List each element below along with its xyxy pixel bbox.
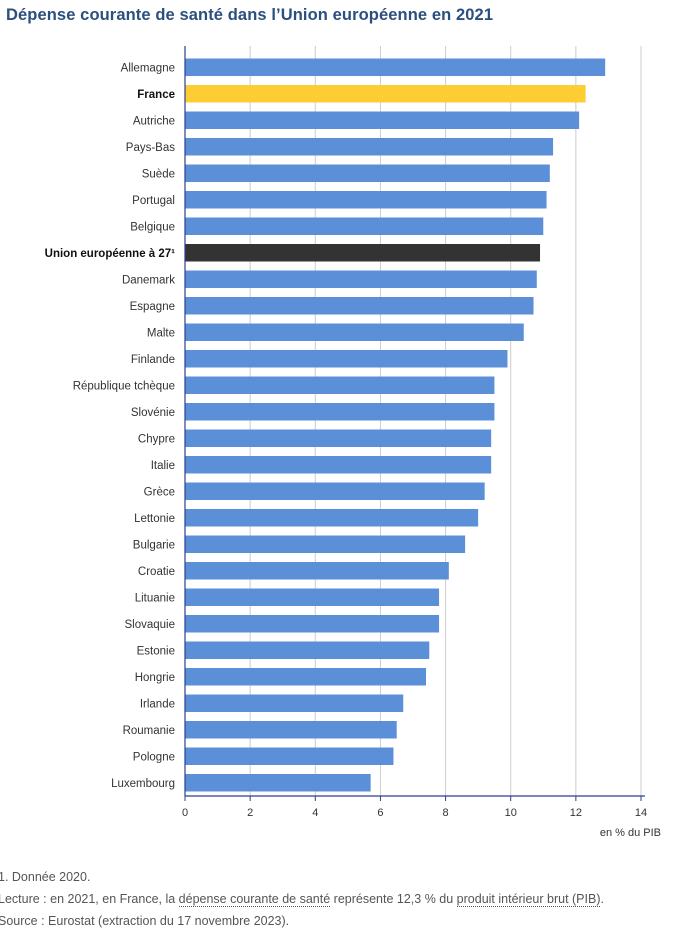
x-tick-label: 2 — [247, 807, 253, 819]
bar — [185, 482, 485, 500]
category-label: Autriche — [133, 115, 175, 127]
category-label: Lettonie — [134, 513, 175, 525]
bar — [185, 668, 427, 686]
reading-note: Lecture : en 2021, en France, la dépense… — [0, 888, 604, 910]
bar — [185, 456, 492, 474]
bar — [185, 774, 371, 792]
bar-chart: Allemagne France Autriche Pays-Bas Suède Port… — [45, 46, 661, 839]
bar — [185, 721, 397, 739]
category-label: Malte — [147, 327, 175, 339]
bar — [185, 694, 404, 712]
bar — [185, 509, 479, 527]
category-label: Estonie — [137, 645, 175, 657]
x-tick-label: 0 — [182, 807, 188, 819]
category-label: Italie — [151, 460, 175, 472]
category-label: Allemagne — [121, 62, 175, 74]
category-label: Danemark — [122, 274, 175, 286]
x-tick-label: 6 — [377, 807, 383, 819]
category-label: Suède — [142, 168, 175, 180]
category-label: Slovaquie — [124, 619, 175, 631]
footnote: 1. Donnée 2020. — [0, 870, 91, 884]
bar — [185, 138, 554, 156]
bar — [185, 297, 534, 315]
category-label: Union européenne à 27¹ — [45, 248, 176, 260]
bar — [185, 111, 580, 129]
category-label: Slovénie — [131, 407, 175, 419]
category-label: Irlande — [140, 698, 175, 710]
bar — [185, 562, 449, 580]
category-label: Espagne — [130, 301, 175, 313]
x-tick-label: 14 — [635, 807, 647, 819]
category-label: Finlande — [131, 354, 175, 366]
bar — [185, 244, 541, 262]
bar — [185, 350, 508, 368]
source-note: Source : Eurostat (extraction du 17 nove… — [0, 914, 290, 928]
bar — [185, 588, 440, 606]
bars — [185, 58, 606, 792]
category-label: Lituanie — [135, 592, 175, 604]
bar — [185, 747, 394, 765]
x-axis-label: en % du PIB — [600, 827, 661, 839]
axes: 0 2 4 6 8 10 12 14 — [182, 46, 647, 819]
chart-notes: 1. Donnée 2020. Lecture : en 2021, en Fr… — [0, 866, 604, 932]
bar — [185, 376, 495, 394]
reading-note-text: représente 12,3 % du — [330, 892, 457, 906]
x-tick-label: 4 — [312, 807, 318, 819]
reading-note-text: Lecture : en 2021, en France, la — [0, 892, 179, 906]
health-expenditure-link[interactable]: dépense courante de santé — [178, 892, 331, 907]
category-label: Grèce — [144, 486, 175, 498]
bar — [185, 217, 544, 235]
category-label: Bulgarie — [133, 539, 175, 551]
category-label: Chypre — [138, 433, 175, 445]
bar — [185, 403, 495, 421]
category-label: Portugal — [132, 195, 175, 207]
bar — [185, 641, 430, 659]
category-labels: Allemagne France Autriche Pays-Bas Suède Port… — [45, 62, 176, 790]
bar — [185, 270, 537, 288]
bar — [185, 429, 492, 447]
bar — [185, 191, 547, 209]
category-label: France — [137, 89, 175, 101]
category-label: Luxembourg — [111, 778, 175, 790]
x-tick-label: 8 — [443, 807, 449, 819]
gdp-link[interactable]: produit intérieur brut (PIB) — [456, 892, 601, 907]
category-label: Pologne — [133, 751, 175, 763]
category-label: Pays-Bas — [126, 142, 175, 154]
x-tick-label: 12 — [570, 807, 582, 819]
bar — [185, 615, 440, 633]
category-label: Hongrie — [135, 672, 175, 684]
category-label: République tchèque — [73, 380, 175, 392]
bar — [185, 85, 586, 103]
bar — [185, 535, 466, 553]
category-label: Croatie — [138, 566, 175, 578]
chart-title: Dépense courante de santé dans l’Union e… — [6, 6, 494, 24]
bar — [185, 323, 524, 341]
category-label: Belgique — [130, 221, 175, 233]
bar — [185, 58, 606, 76]
category-label: Roumanie — [123, 725, 175, 737]
x-tick-label: 10 — [505, 807, 517, 819]
bar — [185, 164, 550, 182]
reading-note-text: . — [600, 892, 604, 906]
